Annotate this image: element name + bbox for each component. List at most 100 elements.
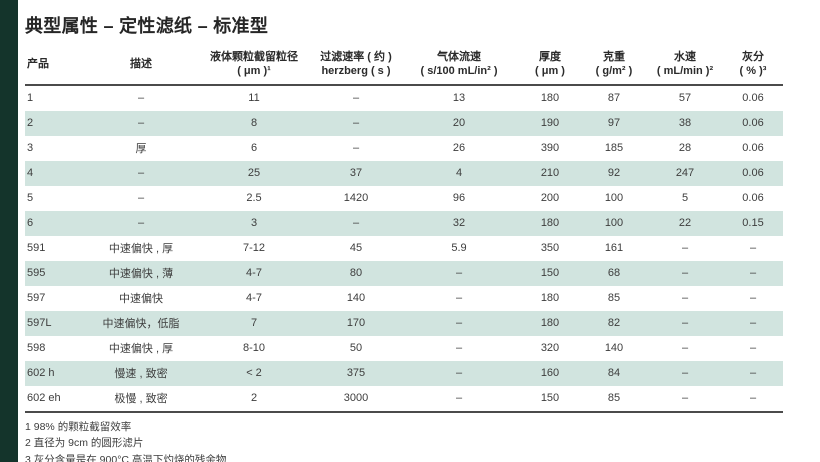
value-cell: 0.06 (742, 192, 764, 205)
product-cell: 597 (27, 292, 46, 305)
value-cell: 150 (519, 385, 581, 413)
value-cell: 0.06 (742, 92, 764, 105)
value-cell: – (681, 317, 689, 330)
header-row: 产品 描述 液体颗粒截留粒径 ( μm )¹ 过滤速率 ( 约 ) herzbe… (25, 48, 783, 86)
value-cell: – (749, 342, 757, 355)
value-cell: 0.06 (742, 142, 764, 155)
value-cell: 5.9 (451, 242, 467, 255)
description-cell: – (137, 217, 145, 230)
footnotes: 1 98% 的颗粒截留效率 2 直径为 9cm 的圆形滤片 3 灰分含量是在 9… (25, 419, 820, 462)
value-cell: 50 (349, 342, 363, 355)
description-cell: 中速偏快 , 薄 (108, 268, 174, 281)
value-cell: 13 (452, 92, 466, 105)
content-area: 典型属性 – 定性滤纸 – 标准型 产品 描述 (18, 0, 820, 462)
value-cell: – (352, 117, 360, 130)
table-row: 597 中速偏快 4-7 140 – 180 85 – – (25, 286, 783, 311)
column-header-sub: ( s/100 mL/in² ) (420, 65, 498, 78)
value-cell: 0.15 (742, 217, 764, 230)
table-row: 595 中速偏快 , 薄 4-7 80 – 150 68 – – (25, 260, 783, 286)
value-cell: 140 (604, 342, 624, 355)
value-cell: 1420 (343, 192, 369, 205)
column-header-sub: herzberg ( s ) (321, 65, 391, 78)
value-cell: – (352, 217, 360, 230)
value-cell: 85 (581, 385, 647, 413)
value-cell: – (749, 317, 757, 330)
description-cell: 中速偏快 , 厚 (108, 343, 174, 356)
value-cell: – (647, 385, 723, 413)
column-header-label: 液体颗粒截留粒径 (210, 51, 298, 63)
value-cell: – (352, 142, 360, 155)
description-cell: 中速偏快 , 厚 (108, 243, 174, 256)
value-cell: – (723, 385, 783, 413)
value-cell: 7 (250, 317, 258, 330)
value-cell: 161 (604, 242, 624, 255)
value-cell: 11 (248, 92, 260, 105)
value-cell: 57 (678, 92, 692, 105)
table-row: 3 厚 6 – 26 390 185 28 0.06 (25, 136, 783, 161)
column-header-thickness: 厚度 ( μm ) (519, 48, 581, 86)
value-cell: 180 (540, 217, 560, 230)
value-cell: 25 (247, 167, 261, 180)
value-cell: 150 (540, 267, 560, 280)
product-cell: 5 (27, 192, 34, 205)
table-row: 598 中速偏快 , 厚 8-10 50 – 320 140 – – (25, 336, 783, 361)
footnote-line: 3 灰分含量是在 900°C 高温下灼烧的残余物 (25, 454, 227, 462)
value-cell: 185 (604, 142, 624, 155)
column-header-label: 水速 (674, 51, 696, 63)
value-cell: 3000 (313, 385, 399, 413)
value-cell: 320 (540, 342, 560, 355)
value-cell: 100 (604, 192, 624, 205)
value-cell: 85 (607, 292, 621, 305)
description-cell: 中速偏快 (119, 293, 163, 306)
product-cell: 1 (27, 92, 34, 105)
product-cell: 595 (27, 267, 46, 280)
value-cell: 37 (349, 167, 363, 180)
value-cell: – (455, 292, 463, 305)
description-cell: 慢速 , 致密 (114, 368, 168, 381)
value-cell: 7-12 (242, 242, 266, 255)
column-header-label: 厚度 (539, 51, 561, 63)
value-cell: – (681, 367, 689, 380)
value-cell: 170 (346, 317, 366, 330)
value-cell: 68 (607, 267, 621, 280)
value-cell: 20 (452, 117, 466, 130)
value-cell: 87 (607, 92, 621, 105)
value-cell: – (681, 292, 689, 305)
product-cell: 598 (27, 342, 46, 355)
value-cell: 210 (540, 167, 560, 180)
column-header-air-flow: 气体流速 ( s/100 mL/in² ) (399, 48, 519, 86)
value-cell: 80 (349, 267, 363, 280)
product-cell: 2 (27, 117, 34, 130)
column-header-label: 气体流速 (437, 51, 481, 63)
product-cell: 591 (27, 242, 46, 255)
value-cell: 38 (678, 117, 692, 130)
value-cell: 180 (540, 92, 560, 105)
value-cell: 6 (250, 142, 258, 155)
table-row: 5 – 2.5 1420 96 200 100 5 0.06 (25, 186, 783, 211)
product-cell: 3 (27, 142, 34, 155)
column-header-label: 描述 (130, 58, 152, 71)
value-cell: 96 (452, 192, 466, 205)
product-cell: 602 h (27, 367, 55, 380)
column-header-particle-retention: 液体颗粒截留粒径 ( μm )¹ (195, 48, 313, 86)
value-cell: 180 (540, 317, 560, 330)
properties-table: 产品 描述 液体颗粒截留粒径 ( μm )¹ 过滤速率 ( 约 ) herzbe… (25, 48, 783, 413)
value-cell: 100 (604, 217, 624, 230)
column-header-product: 产品 (25, 48, 87, 86)
value-cell: 28 (678, 142, 692, 155)
footnote-line: 2 直径为 9cm 的圆形滤片 (25, 437, 144, 450)
value-cell: 92 (607, 167, 621, 180)
table-row: 591 中速偏快 , 厚 7-12 45 5.9 350 161 – – (25, 236, 783, 261)
column-header-label: 灰分 (742, 51, 764, 63)
description-cell: – (137, 167, 145, 180)
value-cell: 190 (540, 117, 560, 130)
value-cell: – (681, 342, 689, 355)
value-cell: < 2 (246, 367, 262, 380)
value-cell: 2 (195, 385, 313, 413)
description-cell: 厚 (135, 143, 147, 156)
table-row: 602 eh 极慢 , 致密 2 3000–150 85– – (25, 385, 783, 413)
value-cell: 4-7 (246, 267, 262, 280)
column-header-sub: ( % )³ (739, 65, 767, 78)
value-cell: 8 (250, 117, 258, 130)
value-cell: – (455, 317, 463, 330)
